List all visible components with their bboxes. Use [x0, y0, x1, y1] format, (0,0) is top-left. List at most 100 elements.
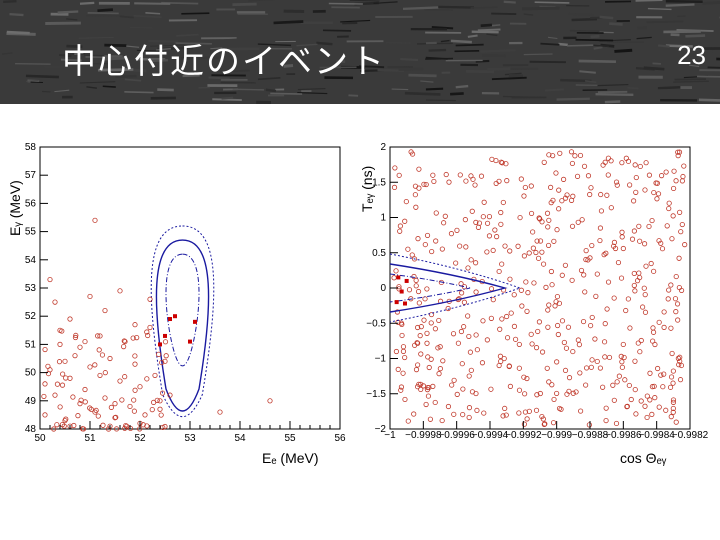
timing-background-event: [484, 249, 490, 255]
energy-background-event: [54, 381, 61, 387]
energy-background-event: [62, 358, 68, 364]
timing-background-event: [602, 321, 608, 327]
timing-background-event: [412, 183, 419, 189]
energy-background-event: [41, 393, 47, 400]
timing-background-event: [577, 370, 583, 376]
timing-background-event: [611, 397, 617, 403]
timing-background-event: [424, 232, 431, 239]
timing-background-event: [587, 255, 593, 261]
timing-background-event: [533, 407, 540, 413]
timing-background-event: [498, 221, 504, 227]
timing-background-event: [587, 191, 593, 198]
texture-stroke: [129, 26, 153, 29]
timing-background-event: [637, 163, 643, 170]
timing-signal-event: [404, 278, 409, 283]
texture-stroke: [398, 67, 424, 71]
timing-background-event: [575, 337, 581, 343]
timing-background-event: [518, 176, 524, 182]
texture-stroke: [400, 57, 419, 62]
timing-background-event: [439, 417, 445, 424]
texture-stroke: [523, 53, 553, 56]
timing-background-event: [441, 220, 447, 226]
energy-background-event: [45, 363, 51, 369]
timing-background-event: [679, 178, 686, 184]
timing-background-event: [651, 383, 657, 389]
timing-background-event: [398, 320, 404, 326]
timing-background-event: [446, 179, 452, 185]
texture-stroke: [270, 92, 303, 95]
energy-background-event: [127, 425, 134, 432]
timing-background-event: [418, 381, 424, 387]
timing-background-event: [637, 349, 643, 355]
timing-background-event: [641, 241, 648, 247]
timing-background-event: [588, 322, 594, 329]
timing-background-event: [621, 354, 627, 361]
timing-background-event: [529, 341, 535, 347]
timing-background-event: [598, 191, 604, 198]
texture-stroke: [556, 97, 590, 101]
timing-background-event: [533, 249, 539, 256]
timing-background-event: [486, 233, 493, 239]
texture-stroke: [257, 43, 292, 47]
timing-background-event: [437, 344, 443, 350]
texture-stroke: [155, 47, 171, 51]
texture-stroke: [636, 36, 652, 40]
timing-background-event: [506, 363, 512, 370]
timing-background-event: [437, 366, 443, 372]
energy-background-event: [99, 352, 106, 358]
timing-background-event: [473, 390, 479, 397]
timing-background-event: [670, 399, 677, 405]
energy-y-axis-label: Eᵧ (MeV): [7, 180, 23, 236]
timing-background-event: [415, 236, 421, 242]
texture-stroke: [480, 49, 516, 53]
texture-stroke: [593, 44, 610, 48]
energy-y-tick-label: 54: [25, 255, 37, 266]
timing-background-event: [498, 209, 504, 216]
timing-background-event: [459, 361, 465, 367]
timing-background-event: [673, 309, 679, 315]
timing-signal-event: [399, 289, 404, 294]
timing-background-event: [528, 210, 535, 217]
timing-x-tick-label: −0.9986: [605, 430, 642, 441]
timing-background-event: [611, 295, 617, 301]
timing-background-event: [500, 199, 506, 206]
timing-background-event: [462, 217, 468, 223]
energy-background-event: [130, 335, 136, 341]
energy-background-event: [59, 382, 66, 388]
timing-background-event: [405, 246, 411, 252]
timing-background-event: [566, 375, 573, 381]
timing-background-event: [627, 182, 633, 188]
energy-background-event: [73, 332, 79, 339]
texture-stroke: [221, 96, 234, 100]
timing-background-event: [576, 342, 582, 348]
timing-background-event: [473, 332, 479, 338]
timing-background-event: [554, 293, 561, 300]
energy-background-event: [162, 423, 168, 430]
timing-background-event: [548, 184, 554, 190]
texture-stroke: [477, 28, 501, 32]
timing-background-event: [616, 373, 622, 379]
timing-background-event: [560, 176, 567, 182]
timing-background-event: [397, 223, 403, 229]
timing-background-event: [465, 265, 471, 271]
texture-stroke: [503, 0, 516, 4]
timing-background-event: [668, 325, 674, 331]
energy-background-event: [52, 299, 58, 305]
timing-background-event: [409, 151, 416, 157]
timing-background-event: [570, 390, 576, 396]
texture-stroke: [575, 38, 614, 42]
timing-x-tick-label: −0.9998: [405, 430, 442, 441]
timing-background-event: [458, 328, 465, 335]
texture-stroke: [115, 74, 137, 78]
timing-background-event: [564, 192, 570, 198]
energy-y-tick-label: 51: [25, 339, 37, 350]
timing-background-event: [554, 227, 560, 233]
timing-background-event: [592, 336, 598, 342]
energy-background-event: [131, 408, 138, 414]
timing-background-event: [652, 341, 658, 348]
timing-background-event: [521, 253, 527, 259]
timing-background-event: [613, 179, 620, 185]
timing-background-event: [672, 296, 679, 302]
timing-background-event: [429, 248, 435, 255]
timing-background-event: [666, 287, 672, 293]
